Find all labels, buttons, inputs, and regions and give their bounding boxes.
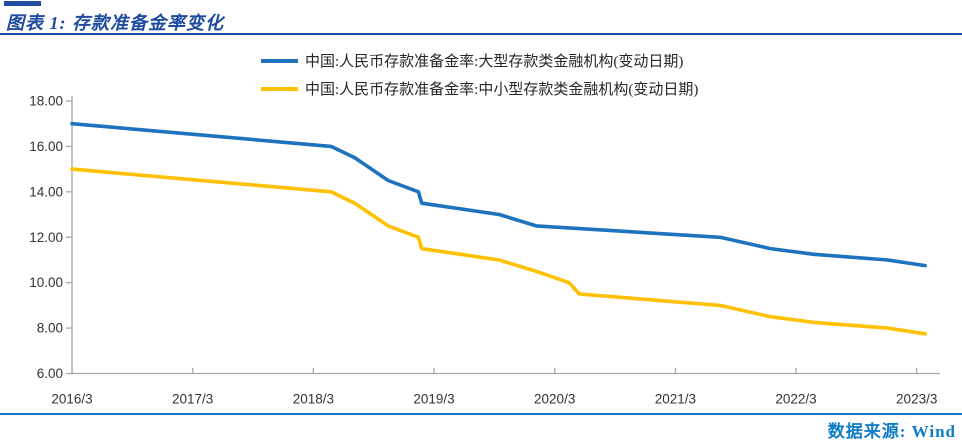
- legend-label-large-banks: 中国:人民币存款准备金率:大型存款类金融机构(变动日期): [305, 54, 684, 70]
- y-tick-label: 16.00: [29, 139, 63, 154]
- title-divider: [0, 33, 962, 35]
- title-accent-bar: [4, 1, 41, 6]
- data-source: 数据来源: Wind: [827, 422, 956, 441]
- x-tick-label: 2023/3: [896, 392, 937, 407]
- series-line-small-medium-banks: [70, 167, 927, 336]
- x-tick-label: 2019/3: [413, 392, 454, 407]
- y-tick-label: 10.00: [29, 275, 63, 290]
- x-tick-label: 2020/3: [534, 392, 575, 407]
- figure-title: 图表 1: 存款准备金率变化: [6, 13, 224, 33]
- chart-legend: 中国:人民币存款准备金率:大型存款类金融机构(变动日期) 中国:人民币存款准备金…: [0, 50, 962, 99]
- y-tick-label: 8.00: [37, 321, 63, 336]
- y-tick-label: 14.00: [29, 184, 63, 199]
- y-tick-label: 18.00: [29, 94, 63, 109]
- series-line-large-banks: [70, 121, 927, 268]
- axis-lines: [71, 96, 940, 375]
- x-tick-label: 2017/3: [172, 392, 213, 407]
- x-tick-label: 2021/3: [655, 392, 696, 407]
- x-tick-label: 2022/3: [775, 392, 816, 407]
- legend-swatch-large-banks: [261, 58, 298, 63]
- footer-divider: [0, 413, 962, 415]
- legend-item-large-banks: 中国:人民币存款准备金率:大型存款类金融机构(变动日期): [261, 50, 701, 71]
- x-tick-label: 2018/3: [293, 392, 334, 407]
- x-tick-label: 2016/3: [51, 392, 92, 407]
- y-tick-label: 6.00: [37, 366, 63, 381]
- legend-swatch-small-medium-banks: [261, 86, 298, 91]
- legend-item-small-medium-banks: 中国:人民币存款准备金率:中小型存款类金融机构(变动日期): [261, 78, 701, 99]
- legend-label-small-medium-banks: 中国:人民币存款准备金率:中小型存款类金融机构(变动日期): [305, 82, 699, 98]
- y-tick-label: 12.00: [29, 230, 63, 245]
